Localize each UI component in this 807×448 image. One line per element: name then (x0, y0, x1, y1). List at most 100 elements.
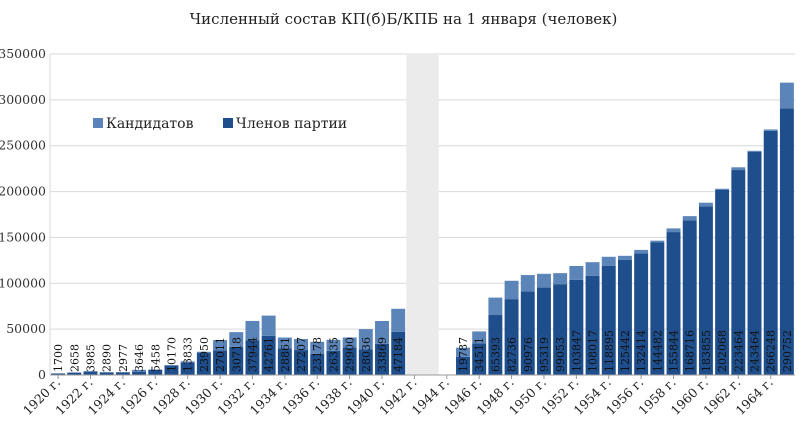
bar-members (213, 350, 228, 375)
bar-members (180, 362, 195, 375)
bar-candidates (537, 273, 551, 288)
bar-candidates (132, 369, 147, 372)
data-label: 168716 (684, 330, 697, 372)
data-label: 2658 (68, 344, 81, 372)
bar-candidates (715, 188, 730, 190)
bar-members (682, 220, 697, 375)
bar-members (342, 347, 357, 375)
bar-members (553, 284, 568, 375)
bar-candidates (196, 351, 211, 354)
bar-candidates (650, 240, 665, 243)
y-tick-label: 50000 (6, 321, 46, 336)
bar-members (261, 335, 276, 375)
data-label: 5458 (149, 344, 162, 372)
bar-candidates (375, 321, 389, 344)
data-label: 108017 (587, 330, 600, 372)
legend-label-members: Членов партии (236, 116, 347, 132)
bar-candidates (553, 273, 568, 285)
data-label: 23178 (311, 337, 324, 372)
bar-members (520, 291, 535, 375)
data-label: 144482 (651, 330, 664, 372)
y-tick-label: 150000 (0, 229, 46, 244)
bar-candidates (731, 167, 746, 171)
data-label: 28036 (360, 337, 373, 372)
bar-members (634, 253, 649, 375)
data-label: 37944 (246, 337, 259, 372)
bar-candidates (180, 361, 195, 363)
data-label: 243464 (749, 330, 762, 372)
bar-members (747, 151, 762, 375)
bar-candidates (779, 82, 794, 109)
bar-members (488, 315, 503, 375)
bar-candidates (520, 275, 535, 292)
bar-candidates (245, 320, 260, 341)
value-label-layer: 1700 2658 3985 2890 2977 3646 5458 10170 13833 23… (52, 330, 794, 372)
data-label: 202068 (716, 330, 729, 372)
chart-title: Численный состав КП(б)Б/КПБ на 1 января … (189, 10, 618, 28)
data-label: 290752 (781, 330, 794, 372)
bar-candidates (358, 329, 373, 350)
bar-candidates (326, 339, 341, 351)
data-label: 30718 (230, 337, 243, 372)
bar-members (472, 343, 487, 375)
data-label: 28861 (279, 337, 292, 372)
bar-members (601, 265, 616, 375)
bar-candidates (682, 216, 697, 221)
bar-candidates (488, 297, 503, 316)
bar-members (715, 189, 730, 375)
data-label: 2890 (101, 344, 114, 372)
bar-members (326, 350, 341, 375)
bar-members (229, 346, 244, 375)
bar-candidates (585, 262, 600, 276)
y-tick-label: 200000 (0, 184, 46, 199)
data-label: 29900 (344, 337, 357, 372)
y-tick-label: 300000 (0, 92, 46, 107)
bar-members (83, 371, 98, 375)
data-label: 27011 (214, 337, 227, 372)
bar-candidates (472, 331, 487, 344)
bar-layer (51, 82, 794, 376)
bar-candidates (342, 337, 357, 348)
data-label: 42761 (263, 337, 276, 372)
data-label: 23950 (198, 337, 211, 372)
bar-members (456, 356, 470, 375)
data-label: 3646 (133, 344, 146, 372)
bar-candidates (213, 340, 228, 351)
bar-members (277, 348, 292, 375)
bar-members (196, 353, 211, 375)
bar-candidates (391, 308, 406, 332)
bar-members (537, 287, 551, 375)
data-label: 47184 (392, 337, 405, 372)
bar-members (310, 353, 325, 375)
bar-members (245, 340, 260, 375)
data-label: 125442 (619, 330, 632, 372)
data-label: 19787 (457, 337, 470, 372)
bar-candidates (634, 249, 649, 254)
bar-candidates (569, 266, 584, 280)
y-tick-label: 0 (38, 367, 46, 382)
bar-candidates (164, 365, 179, 366)
bar-members (358, 349, 373, 375)
bar-candidates (617, 255, 632, 260)
data-label: 65393 (489, 337, 502, 372)
bar-members (666, 232, 681, 375)
bar-candidates (601, 256, 616, 266)
legend-swatch-candidates (93, 118, 103, 128)
bar-members (731, 170, 746, 375)
bar-members (51, 373, 66, 375)
data-label: 13833 (182, 337, 195, 372)
bar-members (67, 372, 82, 375)
data-label: 99053 (554, 337, 567, 372)
bar-members (294, 350, 308, 375)
data-label: 103847 (570, 330, 583, 372)
data-label: 33869 (376, 337, 389, 372)
data-label: 26335 (327, 337, 340, 372)
bar-candidates (698, 202, 713, 207)
y-tick-label: 100000 (0, 275, 46, 290)
bar-members (164, 365, 179, 375)
data-label: 95319 (538, 337, 551, 372)
data-label: 34511 (473, 337, 486, 372)
bar-members (569, 279, 584, 375)
